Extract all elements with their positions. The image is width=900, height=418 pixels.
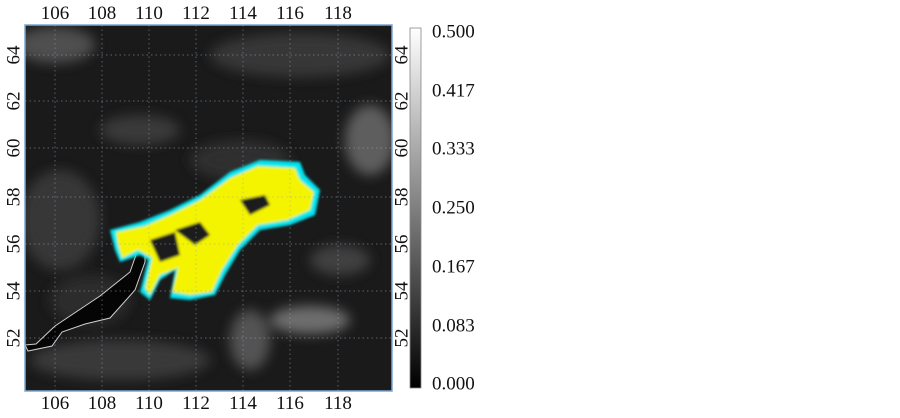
lon-tick-bottom: 116 — [276, 393, 304, 414]
lon-tick-bottom: 114 — [229, 393, 257, 414]
lat-tick-right: 56 — [391, 234, 413, 254]
lon-tick-top: 114 — [229, 3, 257, 24]
lat-tick-left: 64 — [3, 45, 25, 65]
lat-tick-right: 60 — [391, 138, 413, 158]
map-frame — [24, 24, 393, 392]
colorbar-tick: 0.500 — [432, 21, 475, 43]
lon-tick-bottom: 108 — [87, 393, 117, 414]
lon-tick-bottom: 112 — [182, 393, 210, 414]
colorbar — [409, 27, 422, 389]
lon-tick-bottom: 106 — [40, 393, 70, 414]
lon-tick-bottom: 118 — [324, 393, 352, 414]
colorbar-tick: 0.167 — [432, 256, 475, 278]
lon-tick-top: 116 — [276, 3, 304, 24]
colorbar-tick: 0.333 — [432, 138, 475, 160]
lon-tick-bottom: 110 — [135, 393, 163, 414]
lat-tick-right: 62 — [391, 91, 413, 111]
lat-tick-left: 60 — [3, 138, 25, 158]
lat-tick-right: 52 — [391, 328, 413, 348]
lat-tick-right: 54 — [391, 281, 413, 301]
lat-tick-left: 52 — [3, 328, 25, 348]
lat-tick-right: 64 — [391, 45, 413, 65]
lon-tick-top: 106 — [40, 3, 70, 24]
lon-tick-top: 112 — [182, 3, 210, 24]
lon-tick-top: 110 — [135, 3, 163, 24]
lat-tick-left: 54 — [3, 281, 25, 301]
map-image — [25, 25, 392, 391]
lat-tick-left: 58 — [3, 187, 25, 207]
lat-tick-right: 58 — [391, 187, 413, 207]
lon-tick-top: 108 — [87, 3, 117, 24]
colorbar-tick: 0.083 — [432, 315, 475, 336]
colorbar-tick: 0.250 — [432, 197, 475, 219]
lon-tick-top: 118 — [324, 3, 352, 24]
lat-tick-left: 62 — [3, 91, 25, 111]
detection-overlay — [110, 160, 320, 300]
colorbar-tick: 0.417 — [432, 80, 475, 102]
lat-tick-left: 56 — [3, 234, 25, 254]
colorbar-tick: 0.000 — [432, 373, 475, 395]
